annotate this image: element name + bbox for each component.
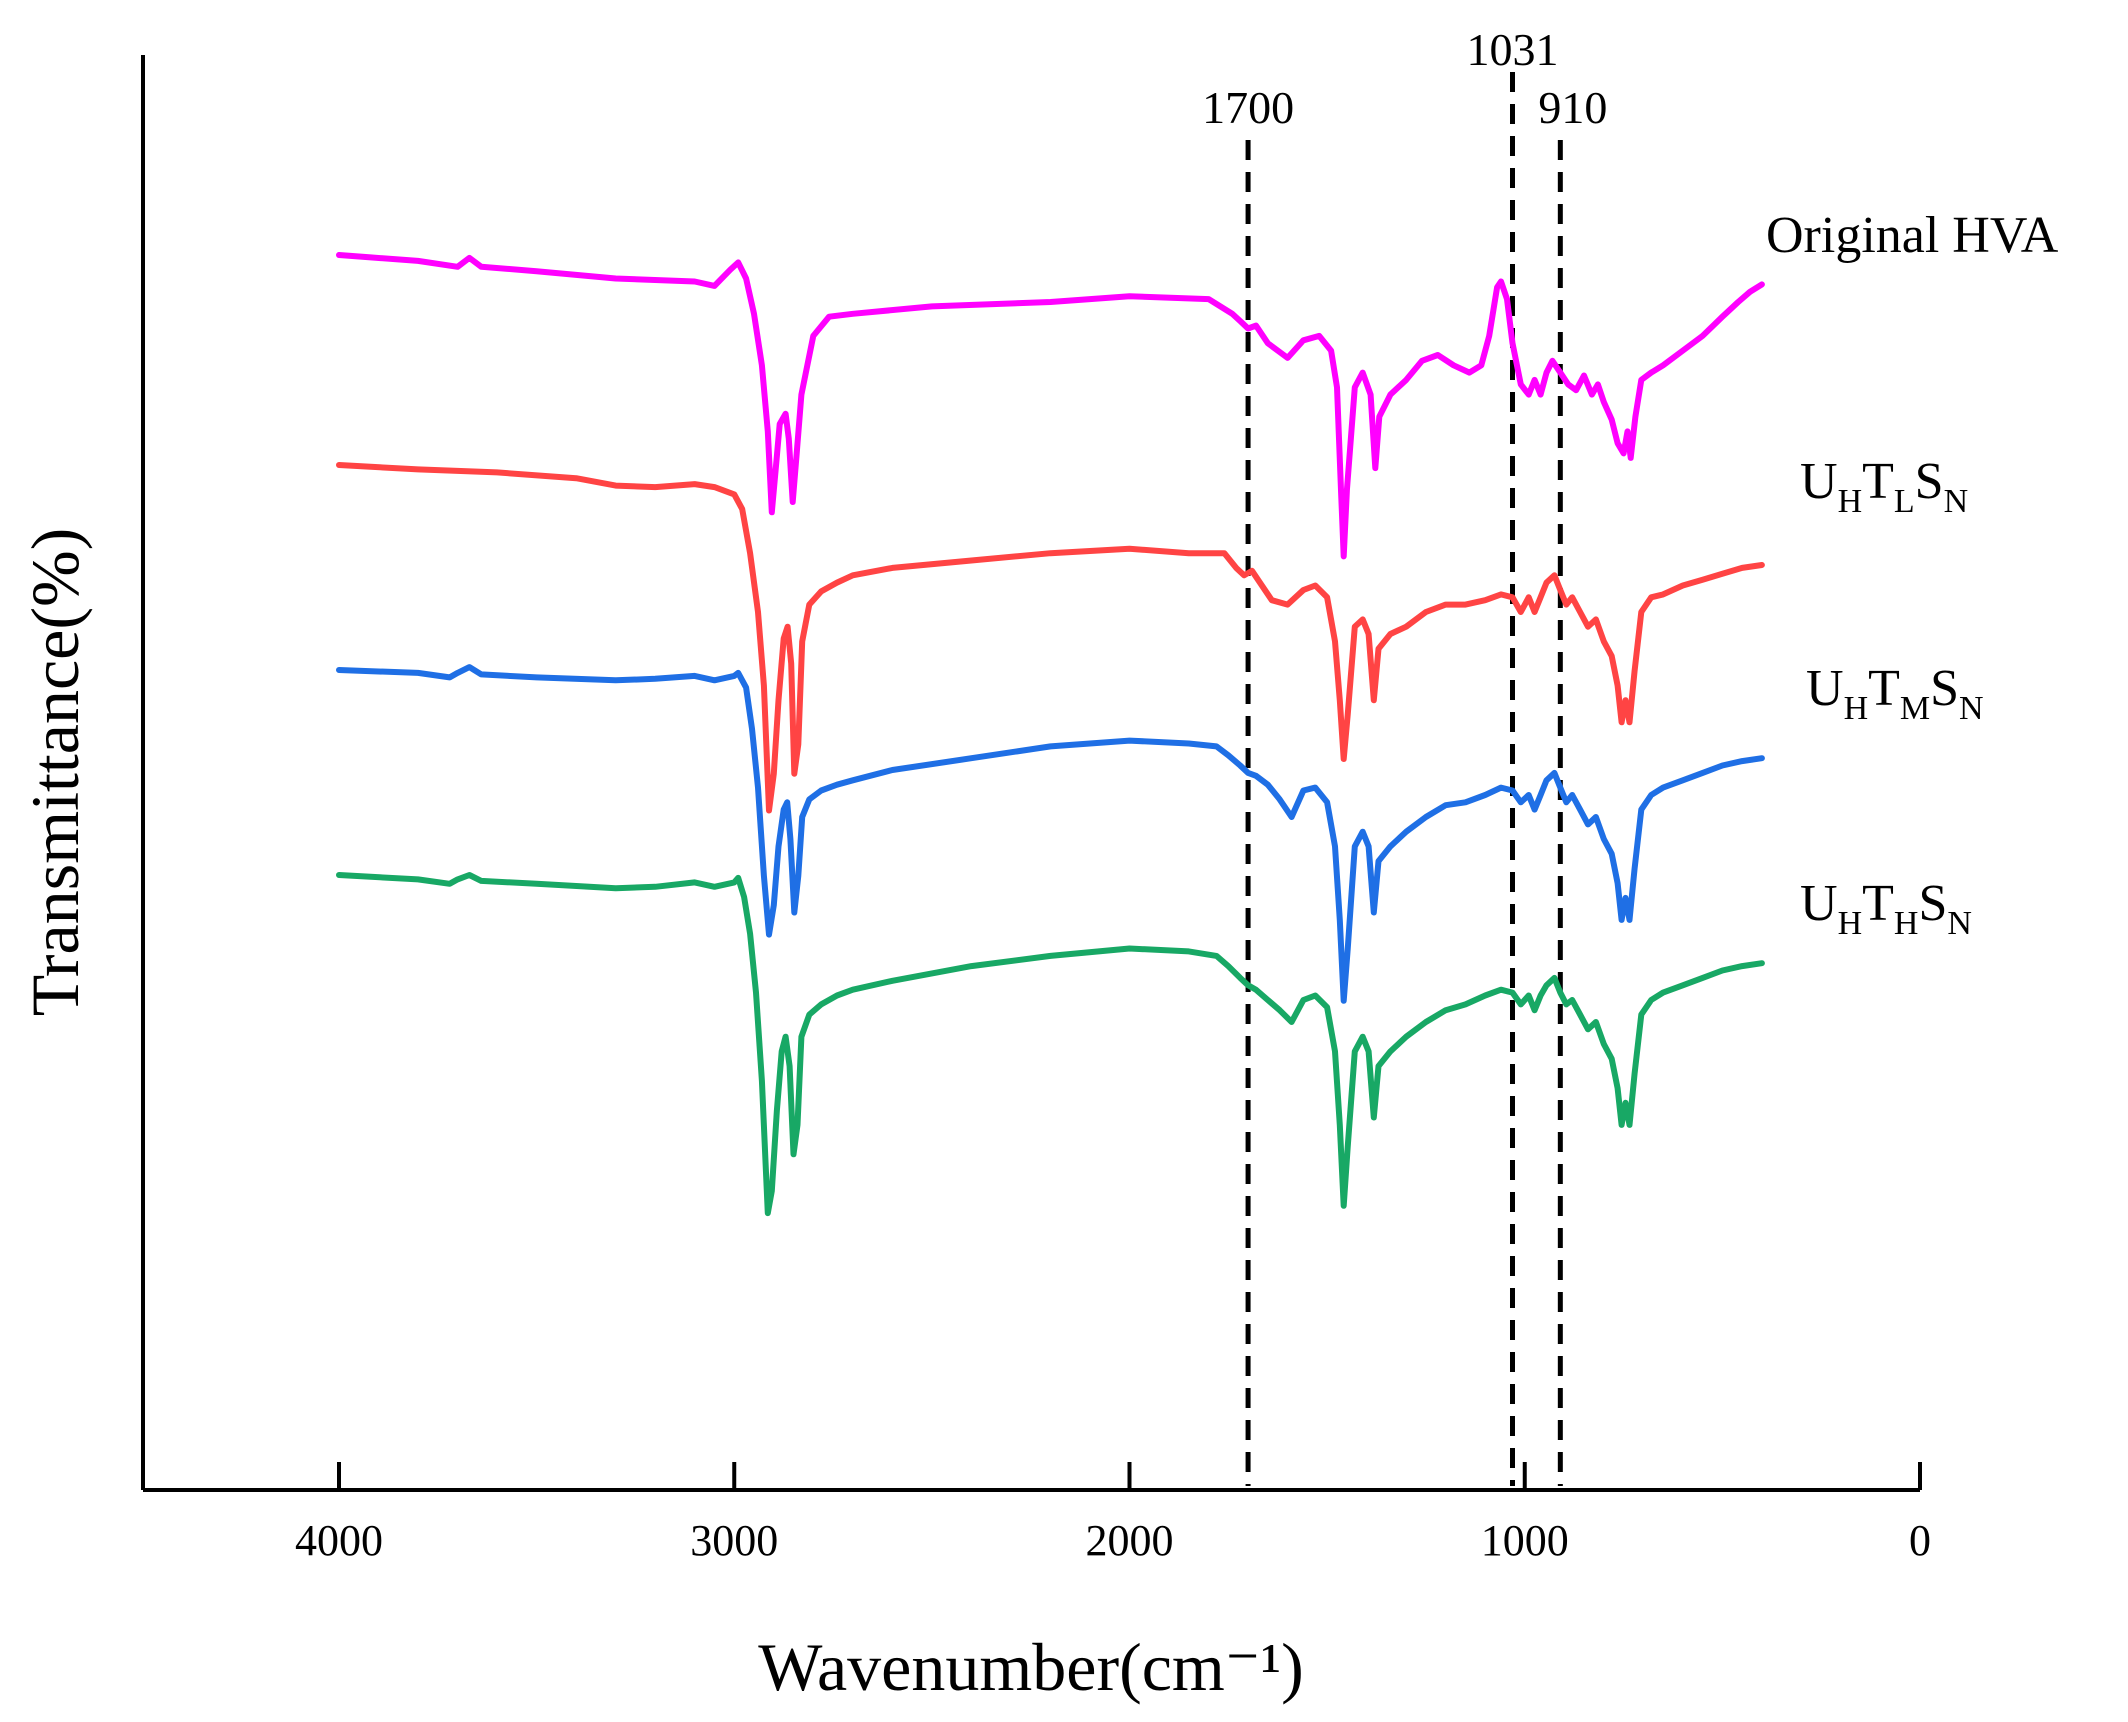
series-label-main: S (1915, 453, 1944, 510)
reference-lines-layer: 1700 1031 910 (1202, 24, 1607, 1486)
y-axis-title: Transmittance(%) (17, 528, 93, 1016)
series-label: UHTLSN (1800, 453, 1968, 520)
series-label-main: S (1930, 660, 1959, 717)
series-label-subscript: H (1838, 483, 1863, 520)
series-layer (336, 252, 1765, 1217)
series-label: Original HVA (1766, 207, 2059, 264)
series-label-subscript: H (1844, 690, 1869, 727)
series-line (336, 462, 1765, 814)
series-label-subscript: M (1900, 690, 1930, 727)
series-label: UHTMSN (1806, 660, 1984, 727)
x-tick-label: 3000 (690, 1516, 778, 1565)
x-tick-label: 0 (1909, 1516, 1931, 1565)
series-label-main: T (1862, 875, 1894, 932)
series-label-main: U (1800, 875, 1838, 932)
series-label: UHTHSN (1800, 875, 1972, 942)
series-label-subscript: L (1894, 483, 1915, 520)
x-tick-label: 2000 (1086, 1516, 1174, 1565)
x-tick-label: 4000 (295, 1516, 383, 1565)
series-label-main: T (1868, 660, 1900, 717)
reference-line-label: 910 (1538, 82, 1607, 133)
series-label-subscript: H (1894, 905, 1919, 942)
x-tick-label: 1000 (1481, 1516, 1569, 1565)
series-line (336, 664, 1765, 1004)
reference-line-label: 1700 (1202, 82, 1294, 133)
series-label-subscript: N (1959, 690, 1984, 727)
series-label-main: Original HVA (1766, 207, 2059, 264)
series-label-main: T (1862, 453, 1894, 510)
series-label-main: U (1806, 660, 1844, 717)
axes-layer (141, 55, 1920, 1492)
series-line (336, 252, 1765, 560)
reference-line-label: 1031 (1466, 24, 1558, 75)
series-label-main: S (1918, 875, 1947, 932)
x-ticks-layer: 4000 3000 2000 1000 0 (295, 1462, 1931, 1565)
series-label-subscript: N (1947, 905, 1972, 942)
x-axis-title: Wavenumber(cm⁻¹) (758, 1629, 1303, 1705)
series-label-subscript: N (1944, 483, 1969, 520)
series-label-main: U (1800, 453, 1838, 510)
series-label-subscript: H (1838, 905, 1863, 942)
series-line (336, 872, 1765, 1217)
